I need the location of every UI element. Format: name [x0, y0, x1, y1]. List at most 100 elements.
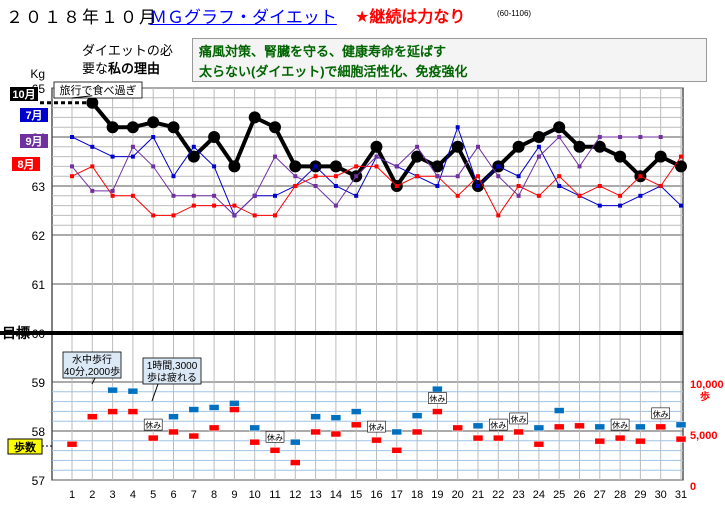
steps-marker-blue — [554, 408, 564, 414]
steps-marker-blue — [189, 407, 199, 413]
x-tick-label: 26 — [573, 489, 585, 501]
data-point — [574, 141, 586, 153]
data-point — [354, 174, 358, 178]
steps-marker-red — [453, 425, 463, 431]
data-point — [168, 121, 180, 133]
data-point — [537, 194, 541, 198]
data-point — [249, 111, 261, 123]
data-point — [253, 194, 257, 198]
steps-marker-blue — [392, 429, 402, 435]
data-point — [679, 204, 683, 208]
x-tick-label: 11 — [269, 489, 280, 501]
data-point — [638, 135, 642, 139]
x-tick-label: 20 — [452, 489, 464, 501]
data-point — [314, 164, 318, 168]
x-tick-label: 21 — [472, 489, 484, 501]
data-point — [655, 151, 667, 163]
steps-marker-red — [595, 438, 605, 444]
data-point — [111, 194, 115, 198]
data-point — [107, 121, 119, 133]
data-point — [293, 174, 297, 178]
data-point — [334, 174, 338, 178]
data-point — [395, 164, 399, 168]
data-point — [517, 184, 521, 188]
data-point — [456, 125, 460, 129]
data-point — [212, 164, 216, 168]
data-point — [212, 204, 216, 208]
steps-marker-red — [635, 438, 645, 444]
data-point — [228, 160, 240, 172]
data-point — [395, 184, 399, 188]
data-point — [90, 164, 94, 168]
x-tick-label: 9 — [231, 489, 237, 501]
x-tick-label: 4 — [130, 489, 136, 501]
rest-label: 休み — [369, 422, 385, 432]
data-point — [90, 189, 94, 193]
x-tick-label: 16 — [370, 489, 382, 501]
legend-label: 7月 — [25, 109, 42, 122]
x-tick-label: 27 — [594, 489, 606, 501]
annotation-text: 40分,2000歩 — [64, 365, 120, 378]
data-point — [557, 174, 561, 178]
data-point — [232, 204, 236, 208]
data-point — [375, 155, 379, 159]
data-point — [70, 135, 74, 139]
steps-marker-blue — [534, 425, 544, 431]
steps-marker-red — [656, 424, 666, 430]
data-point — [375, 164, 379, 168]
x-tick-label: 3 — [110, 489, 116, 501]
data-point — [334, 204, 338, 208]
data-point — [208, 131, 220, 143]
x-tick-label: 10 — [249, 489, 261, 501]
data-point — [273, 213, 277, 217]
weight-tick-label: 62 — [32, 229, 46, 243]
data-point — [415, 174, 419, 178]
steps-tick-label: 10,000 — [690, 379, 724, 391]
data-point — [598, 204, 602, 208]
data-point — [659, 135, 663, 139]
data-point — [598, 184, 602, 188]
data-point — [638, 174, 642, 178]
steps-marker-red — [67, 441, 77, 447]
data-point — [147, 116, 159, 128]
data-point — [151, 213, 155, 217]
data-point — [435, 174, 439, 178]
data-point — [330, 160, 342, 172]
data-point — [192, 145, 196, 149]
steps-marker-blue — [169, 414, 179, 420]
x-tick-label: 31 — [675, 489, 687, 501]
rest-label: 休み — [612, 420, 628, 430]
data-point — [496, 174, 500, 178]
weight-tick-label: 59 — [32, 376, 46, 390]
data-point — [415, 145, 419, 149]
data-point — [131, 194, 135, 198]
data-point — [172, 213, 176, 217]
steps-marker-blue — [108, 387, 118, 393]
goal-label: 目標 — [2, 325, 30, 341]
data-point — [557, 184, 561, 188]
steps-marker-red — [189, 433, 199, 439]
x-tick-label: 2 — [89, 489, 95, 501]
data-point — [289, 160, 301, 172]
steps-marker-red — [473, 435, 483, 441]
steps-marker-red — [87, 414, 97, 420]
steps-marker-red — [128, 409, 138, 415]
data-point — [553, 121, 565, 133]
steps-tick-label: 0 — [690, 481, 696, 493]
data-point — [517, 174, 521, 178]
steps-tick-label: 5,000 — [690, 430, 718, 442]
data-point — [293, 184, 297, 188]
steps-marker-blue — [331, 415, 341, 421]
steps-marker-red — [331, 431, 341, 437]
steps-marker-red — [392, 447, 402, 453]
steps-unit-label: 歩 — [700, 390, 710, 403]
steps-marker-blue — [311, 414, 321, 420]
steps-marker-red — [575, 423, 585, 429]
data-point — [131, 155, 135, 159]
data-point — [86, 97, 98, 109]
x-tick-label: 23 — [512, 489, 524, 501]
data-point — [212, 194, 216, 198]
weight-tick-label: 60 — [32, 327, 46, 341]
x-tick-label: 25 — [553, 489, 565, 501]
